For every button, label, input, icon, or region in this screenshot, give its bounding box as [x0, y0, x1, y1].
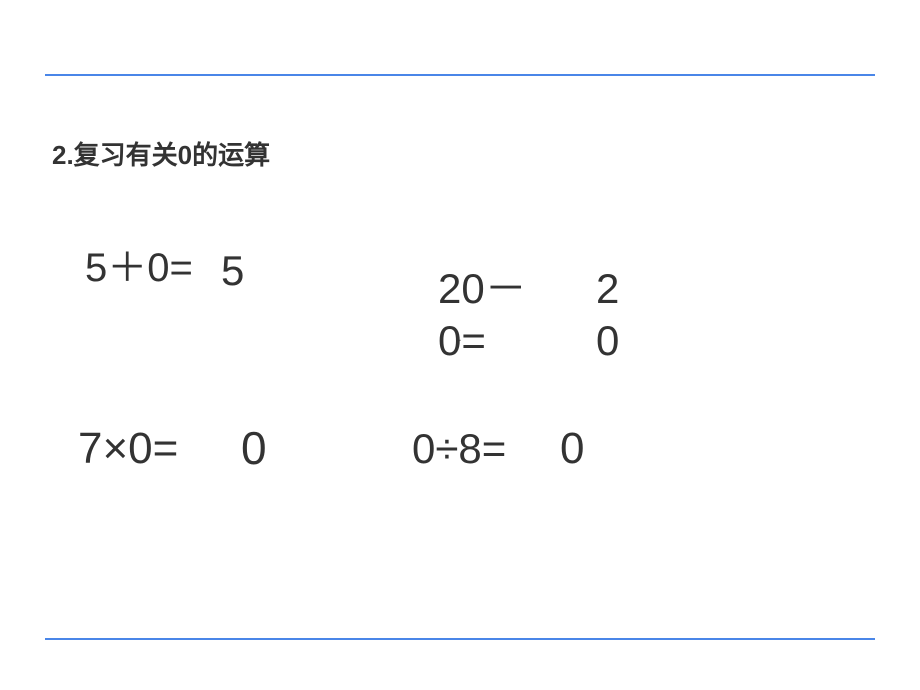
equation-2-expression-line2: 0=	[438, 320, 486, 362]
equation-2-expression-line1: 20－	[438, 268, 527, 310]
equation-3-expression: 7×0=	[78, 427, 178, 471]
equation-4-expression: 0÷8=	[412, 428, 506, 470]
equation-3-answer: 0	[241, 425, 267, 471]
section-title: 2.复习有关0的运算	[52, 135, 270, 172]
equation-2-answer-line2: 0	[596, 320, 619, 362]
equation-1-expression: 5＋0=	[85, 248, 193, 288]
equation-4-answer: 0	[560, 427, 584, 471]
equation-1-answer: 5	[221, 250, 244, 292]
top-horizontal-rule	[45, 74, 875, 76]
bottom-horizontal-rule	[45, 638, 875, 640]
equation-2-answer-line1: 2	[596, 268, 619, 310]
